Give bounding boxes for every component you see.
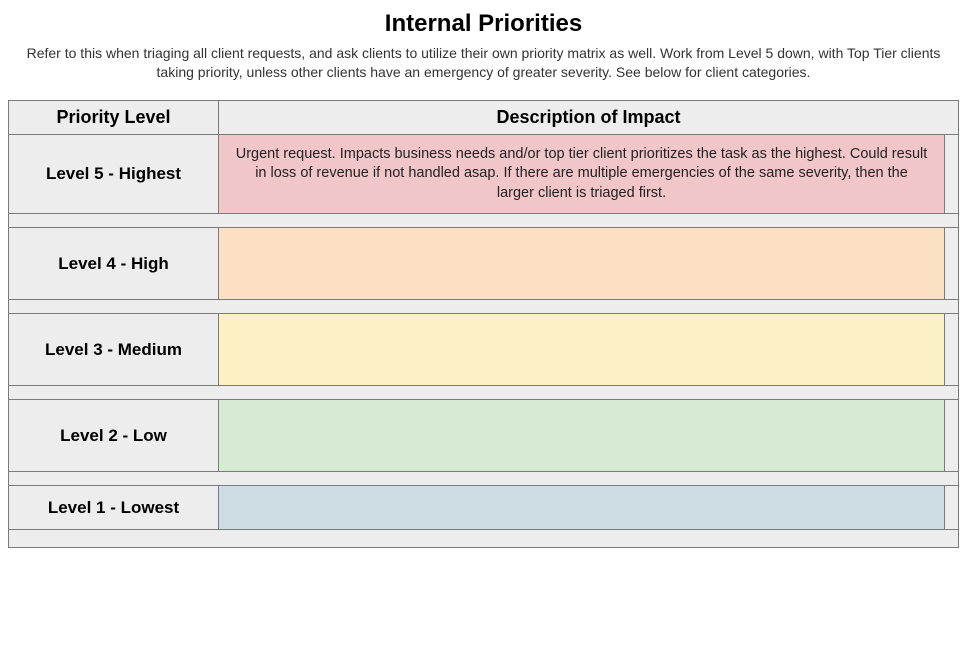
- spacer-row: [9, 214, 959, 228]
- description-cell: Urgent request. Impacts business needs a…: [219, 134, 945, 214]
- col-header-priority-level: Priority Level: [9, 100, 219, 134]
- description-cell: [219, 400, 945, 472]
- description-cell: [219, 314, 945, 386]
- spacer-row: [9, 386, 959, 400]
- page-title: Internal Priorities: [8, 10, 959, 38]
- level-cell: Level 1 - Lowest: [9, 486, 219, 530]
- description-cell: [219, 228, 945, 300]
- col-header-description: Description of Impact: [219, 100, 959, 134]
- spacer-row: [9, 300, 959, 314]
- table-row: Level 1 - Lowest: [9, 486, 959, 530]
- level-cell: Level 4 - High: [9, 228, 219, 300]
- tail-cell: [945, 134, 959, 214]
- tail-cell: [945, 314, 959, 386]
- table-row: Level 5 - Highest Urgent request. Impact…: [9, 134, 959, 214]
- table-row: Level 4 - High: [9, 228, 959, 300]
- priority-table: Priority Level Description of Impact Lev…: [8, 100, 959, 549]
- tail-cell: [945, 228, 959, 300]
- spacer-row: [9, 472, 959, 486]
- table-row: Level 3 - Medium: [9, 314, 959, 386]
- tail-cell: [945, 486, 959, 530]
- level-cell: Level 3 - Medium: [9, 314, 219, 386]
- spacer-row: [9, 530, 959, 548]
- level-cell: Level 5 - Highest: [9, 134, 219, 214]
- table-row: Level 2 - Low: [9, 400, 959, 472]
- level-cell: Level 2 - Low: [9, 400, 219, 472]
- tail-cell: [945, 400, 959, 472]
- description-cell: [219, 486, 945, 530]
- page-subtitle: Refer to this when triaging all client r…: [14, 44, 954, 82]
- table-header-row: Priority Level Description of Impact: [9, 100, 959, 134]
